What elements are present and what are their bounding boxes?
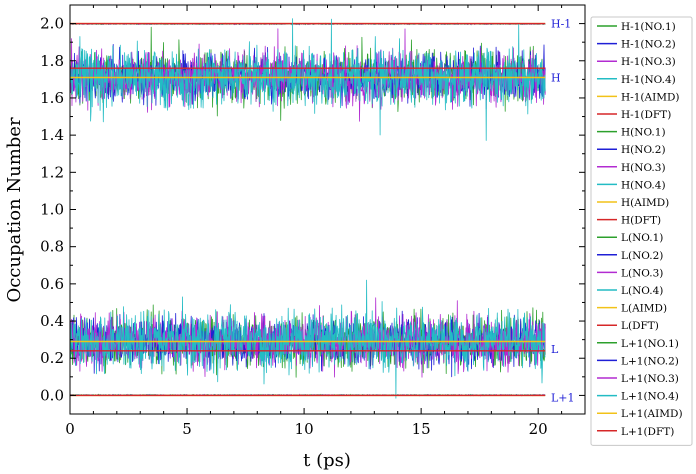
legend-label: L+1(NO.3) xyxy=(621,373,679,385)
legend-label: H-1(NO.4) xyxy=(621,74,676,86)
y-tick-label: 1.8 xyxy=(40,52,64,70)
level-annotation: L xyxy=(551,343,559,356)
legend-label: L+1(NO.1) xyxy=(621,338,679,350)
y-tick-label: 0.0 xyxy=(40,386,64,404)
series-layer xyxy=(70,18,546,399)
legend-label: L+1(DFT) xyxy=(621,426,674,438)
level-annotation: H xyxy=(551,72,561,85)
legend-label: L(DFT) xyxy=(621,320,659,332)
legend-label: L(NO.1) xyxy=(621,232,663,244)
legend-label: L(NO.4) xyxy=(621,285,663,297)
level-annotation: H-1 xyxy=(551,18,571,31)
x-tick-label: 10 xyxy=(295,420,314,438)
legend-label: H-1(DFT) xyxy=(621,109,671,121)
legend-label: H(DFT) xyxy=(621,215,661,227)
x-tick-label: 15 xyxy=(412,420,431,438)
legend: H-1(NO.1) H-1(NO.2) H-1(NO.3) H-1(NO.4) H-1(… xyxy=(590,16,693,446)
legend-label: H(NO.1) xyxy=(621,127,666,139)
y-tick-label: 0.4 xyxy=(40,312,64,330)
y-axis-label: Occupation Number xyxy=(4,117,25,302)
legend-label: H-1(NO.3) xyxy=(621,56,676,68)
legend-label: L(AIMD) xyxy=(621,303,667,315)
legend-label: H-1(AIMD) xyxy=(621,91,679,103)
legend-label: L+1(NO.2) xyxy=(621,355,679,367)
legend-label: H-1(NO.1) xyxy=(621,21,676,33)
legend-label: L(NO.3) xyxy=(621,267,663,279)
y-tick-label: 1.0 xyxy=(40,201,64,219)
y-tick-label: 1.6 xyxy=(40,89,64,107)
legend-label: H(NO.4) xyxy=(621,179,666,191)
x-axis-label: t (ps) xyxy=(303,450,351,471)
legend-label: H-1(NO.2) xyxy=(621,39,676,51)
y-tick-label: 0.6 xyxy=(40,275,64,293)
y-tick-label: 0.8 xyxy=(40,238,64,256)
legend-label: H(NO.3) xyxy=(621,162,666,174)
level-annotation: L+1 xyxy=(551,391,575,404)
legend-label: H(AIMD) xyxy=(621,197,669,209)
legend-frame xyxy=(590,16,693,446)
x-tick-label: 5 xyxy=(182,420,192,438)
y-tick-label: 0.2 xyxy=(40,349,64,367)
x-tick-label: 0 xyxy=(65,420,75,438)
annotation-layer: H-1 H L L+1 xyxy=(551,18,575,405)
legend-label: L+1(AIMD) xyxy=(621,408,683,420)
legend-label: H(NO.2) xyxy=(621,144,666,156)
series-line xyxy=(70,279,546,399)
ticks-layer: 0.0 0.2 0.4 0.6 0.8 1.0 1.2 1.4 1.6 1.8 2.0 0 5 10 15 2… xyxy=(40,5,585,438)
legend-label: L+1(NO.4) xyxy=(621,391,679,403)
y-tick-label: 1.4 xyxy=(40,126,64,144)
y-tick-label: 2.0 xyxy=(40,15,64,33)
x-tick-label: 20 xyxy=(529,420,548,438)
legend-label: L(NO.2) xyxy=(621,250,663,262)
y-tick-label: 1.2 xyxy=(40,163,64,181)
